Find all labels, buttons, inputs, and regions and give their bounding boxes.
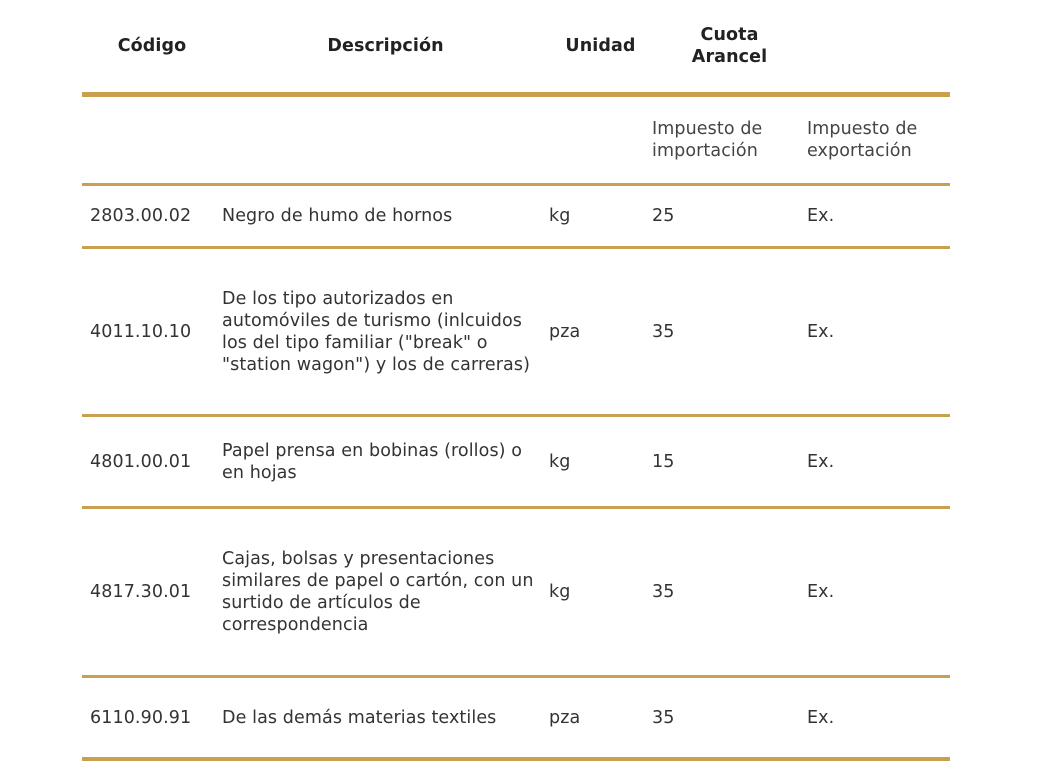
cell-importacion: 15 xyxy=(652,451,675,472)
cell-unidad: kg xyxy=(549,451,571,472)
cell-importacion: 35 xyxy=(652,707,675,728)
cell-codigo: 4817.30.01 xyxy=(90,582,192,602)
cell-unidad: pza xyxy=(549,321,581,342)
cell-codigo: 4801.00.01 xyxy=(90,451,192,472)
cell-codigo: 2803.00.02 xyxy=(90,206,192,226)
cell-unidad: kg xyxy=(549,206,571,226)
table-subheader-row: Impuesto de importación Impuesto de expo… xyxy=(82,97,950,186)
header-codigo: Código xyxy=(117,36,187,56)
table-row: 6110.90.91 De las demás materias textile… xyxy=(82,678,950,761)
table-header-row: Código Descripción Unidad Cuota Arancel xyxy=(82,0,950,97)
cell-unidad: kg xyxy=(549,582,571,602)
cell-descripcion: Cajas, bolsas y presentaciones similares… xyxy=(222,549,534,635)
cell-descripcion: Papel prensa en bobinas (rollos) o en ho… xyxy=(222,440,523,483)
table-row: 4011.10.10 De los tipo autorizados en au… xyxy=(82,249,950,417)
header-descripcion: Descripción xyxy=(327,36,444,56)
table-row: 2803.00.02 Negro de humo de hornos kg 25… xyxy=(82,186,950,249)
cell-codigo: 6110.90.91 xyxy=(90,707,192,728)
cell-exportacion: Ex. xyxy=(807,451,835,472)
cell-unidad: pza xyxy=(549,707,581,728)
cell-descripcion: Negro de humo de hornos xyxy=(222,206,453,226)
cell-importacion: 35 xyxy=(652,582,675,602)
cell-exportacion: Ex. xyxy=(807,321,835,342)
cell-exportacion: Ex. xyxy=(807,206,835,226)
header-cuota-arancel: Cuota Arancel xyxy=(691,25,768,67)
tariff-table: Código Descripción Unidad Cuota Arancel … xyxy=(82,0,950,761)
cell-descripcion: De las demás materias textiles xyxy=(222,707,497,728)
cell-codigo: 4011.10.10 xyxy=(90,321,192,342)
subheader-impuesto-exportacion: Impuesto de exportación xyxy=(807,119,918,161)
cell-exportacion: Ex. xyxy=(807,707,835,728)
header-unidad: Unidad xyxy=(565,36,636,56)
cell-exportacion: Ex. xyxy=(807,582,835,602)
table-row: 4801.00.01 Papel prensa en bobinas (roll… xyxy=(82,417,950,509)
cell-importacion: 25 xyxy=(652,206,675,226)
cell-descripcion: De los tipo autorizados en automóviles d… xyxy=(222,288,530,375)
table-row: 4817.30.01 Cajas, bolsas y presentacione… xyxy=(82,509,950,678)
cell-importacion: 35 xyxy=(652,321,675,342)
subheader-impuesto-importacion: Impuesto de importación xyxy=(652,119,763,161)
